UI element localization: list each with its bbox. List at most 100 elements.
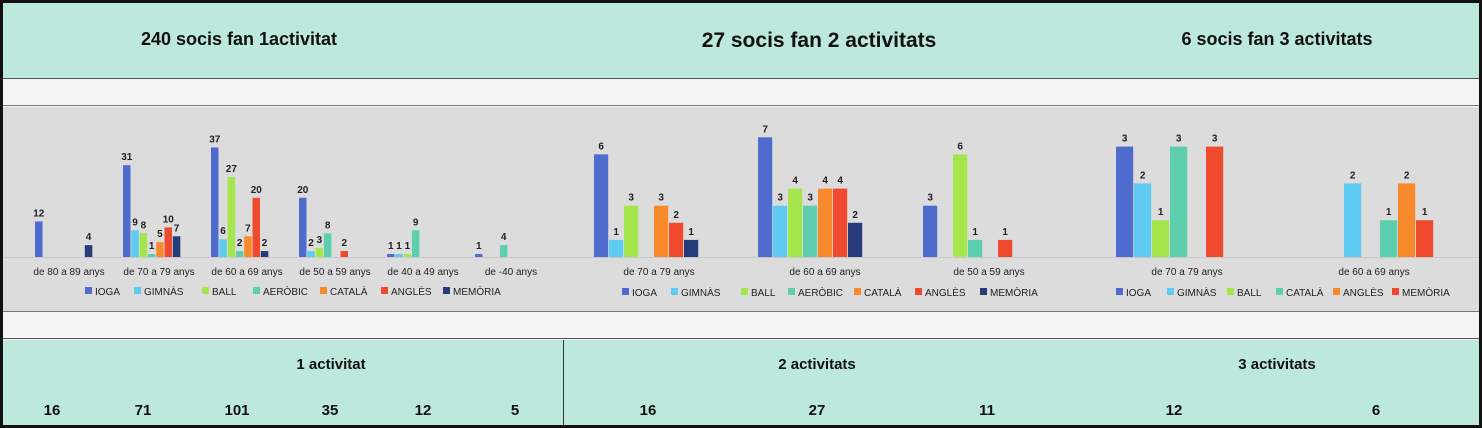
legend-swatch bbox=[443, 287, 450, 294]
bar-value-label: 2 bbox=[1350, 170, 1356, 181]
legend-label: MEMÒRIA bbox=[990, 286, 1038, 299]
footer-title-2: 2 activitats bbox=[778, 356, 856, 373]
spacer-bottom bbox=[3, 313, 1479, 339]
category-label: de 80 a 89 anys bbox=[33, 267, 104, 278]
legend-swatch bbox=[1276, 288, 1283, 295]
bar-value-label: 5 bbox=[157, 229, 163, 240]
bar-memòria bbox=[684, 239, 699, 257]
bar-ioga bbox=[594, 154, 609, 257]
bar-value-label: 3 bbox=[658, 193, 664, 204]
bar-value-label: 2 bbox=[341, 238, 347, 249]
bar-value-label: 12 bbox=[33, 208, 45, 219]
bar-ioga bbox=[123, 165, 131, 257]
bar-català bbox=[654, 205, 669, 257]
bar-gimnàs bbox=[131, 230, 139, 257]
chart-3-activitats: 3 2 1 3 3 de 70 a 79 anys 2 1 2 1 de 60 a 69 anys I… bbox=[1083, 134, 1479, 299]
footer-total: 6 bbox=[1371, 402, 1381, 419]
legend-swatch bbox=[1392, 288, 1399, 295]
bar-català bbox=[244, 236, 252, 257]
bar-value-label: 20 bbox=[251, 185, 263, 196]
footer-divider bbox=[563, 340, 564, 425]
bar-value-label: 9 bbox=[132, 217, 138, 228]
bar-gimnàs bbox=[395, 254, 403, 257]
legend-label: BALL bbox=[751, 288, 776, 299]
bar-value-label: 7 bbox=[762, 124, 768, 135]
bar-value-label: 1 bbox=[1158, 207, 1164, 218]
legend-label: GIMNÀS bbox=[1177, 286, 1217, 299]
bar-value-label: 3 bbox=[317, 235, 323, 246]
bar-ball bbox=[1152, 220, 1170, 257]
bar-value-label: 6 bbox=[598, 141, 604, 152]
legend-label: CATALÀ bbox=[1286, 286, 1324, 299]
legend-swatch bbox=[381, 287, 388, 294]
bar-value-label: 2 bbox=[1140, 170, 1146, 181]
bar-ioga bbox=[475, 254, 483, 257]
bar-ioga bbox=[923, 205, 938, 257]
legend-swatch bbox=[622, 288, 629, 295]
title-3-activitats: 6 socis fan 3 activitats bbox=[1181, 29, 1373, 49]
bar-value-label: 1 bbox=[388, 241, 394, 252]
bar-gimnàs bbox=[219, 239, 227, 257]
category-label: de 50 a 59 anys bbox=[953, 267, 1024, 278]
footer-total: 101 bbox=[224, 402, 250, 419]
title-1-activitat: 240 socis fan 1activitat bbox=[140, 29, 338, 49]
bar-value-label: 3 bbox=[927, 193, 933, 204]
bar-value-label: 3 bbox=[1122, 134, 1128, 145]
bar-gimnàs bbox=[1344, 183, 1362, 257]
bar-català bbox=[1380, 220, 1398, 257]
bar-aeròbic bbox=[235, 251, 244, 257]
bar-ioga bbox=[758, 137, 773, 257]
category-label: de 40 a 49 anys bbox=[387, 267, 458, 278]
bar-memòria bbox=[848, 222, 863, 257]
legend-label: IOGA bbox=[1126, 288, 1151, 299]
bar-value-label: 2 bbox=[1404, 170, 1410, 181]
bar-aeròbic bbox=[147, 254, 156, 257]
category-label: de 60 a 69 anys bbox=[1338, 267, 1409, 278]
bar-anglès bbox=[1398, 183, 1416, 257]
legend-label: MEMÒRIA bbox=[1402, 286, 1450, 299]
legend-swatch bbox=[320, 287, 327, 294]
category-label: de 60 a 69 anys bbox=[789, 267, 860, 278]
bar-value-label: 4 bbox=[86, 232, 92, 243]
bar-memòria bbox=[84, 245, 93, 257]
legend-swatch bbox=[980, 288, 987, 295]
bar-value-label: 1 bbox=[476, 241, 482, 252]
bar-memòria bbox=[1206, 146, 1224, 257]
legend-swatch bbox=[85, 287, 92, 294]
bar-value-label: 3 bbox=[628, 193, 634, 204]
footer-total: 12 bbox=[1165, 402, 1183, 419]
bar-anglès bbox=[669, 222, 684, 257]
legend-swatch bbox=[671, 288, 678, 295]
bar-anglès bbox=[998, 239, 1013, 257]
bar-value-label: 1 bbox=[149, 241, 155, 252]
bar-value-label: 7 bbox=[245, 223, 251, 234]
bar-aeròbic bbox=[803, 205, 818, 257]
bar-anglès bbox=[340, 251, 348, 257]
bar-value-label: 27 bbox=[226, 164, 238, 175]
bar-ball bbox=[788, 188, 803, 257]
bar-value-label: 4 bbox=[501, 232, 507, 243]
legend-swatch bbox=[915, 288, 922, 295]
bar-value-label: 2 bbox=[673, 210, 679, 221]
bar-ioga bbox=[211, 147, 219, 257]
bar-value-label: 4 bbox=[837, 176, 843, 187]
bar-value-label: 1 bbox=[1386, 207, 1392, 218]
bar-value-label: 1 bbox=[1422, 207, 1428, 218]
bar-català bbox=[818, 188, 833, 257]
bar-value-label: 3 bbox=[1176, 134, 1182, 145]
bar-value-label: 31 bbox=[121, 152, 133, 163]
bar-value-label: 2 bbox=[852, 210, 858, 221]
chart-band: 12 4 de 80 a 89 anys 31 9 8 1 5 10 7 de 70 a 79 an… bbox=[3, 107, 1479, 312]
footer-title-1: 1 activitat bbox=[296, 356, 366, 373]
bar-gimnàs bbox=[773, 205, 788, 257]
legend-swatch bbox=[1227, 288, 1234, 295]
bar-anglès bbox=[833, 188, 848, 257]
legend-label: GIMNÀS bbox=[144, 285, 184, 298]
spacer-top bbox=[3, 80, 1479, 106]
bar-ioga bbox=[1116, 146, 1134, 257]
bar-value-label: 37 bbox=[209, 134, 221, 145]
bar-anglès bbox=[252, 197, 260, 257]
